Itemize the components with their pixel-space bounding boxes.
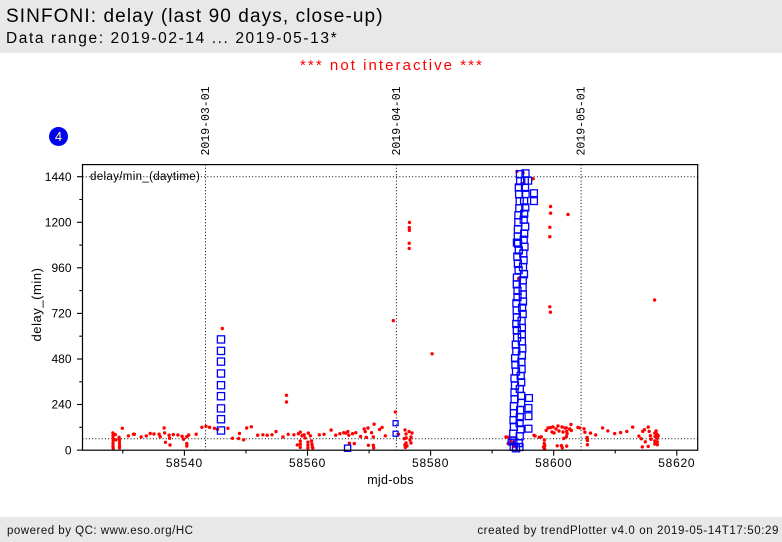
svg-text:1440: 1440 — [45, 170, 72, 184]
svg-text:1200: 1200 — [45, 216, 72, 230]
svg-text:0: 0 — [65, 443, 72, 457]
svg-text:480: 480 — [51, 352, 71, 366]
svg-text:delay_(min): delay_(min) — [29, 268, 44, 342]
svg-text:58540: 58540 — [166, 456, 203, 470]
svg-text:240: 240 — [51, 398, 71, 412]
svg-text:mjd-obs: mjd-obs — [367, 473, 414, 487]
svg-text:58560: 58560 — [289, 456, 326, 470]
svg-text:58600: 58600 — [535, 456, 572, 470]
svg-text:2019-04-01: 2019-04-01 — [391, 86, 404, 155]
svg-text:58620: 58620 — [658, 456, 695, 470]
svg-text:720: 720 — [51, 307, 71, 321]
svg-text:2019-03-01: 2019-03-01 — [200, 86, 213, 155]
svg-text:delay/min_(daytime): delay/min_(daytime) — [90, 171, 200, 183]
svg-text:2019-05-01: 2019-05-01 — [576, 86, 589, 155]
svg-text:960: 960 — [51, 261, 71, 275]
svg-text:58580: 58580 — [412, 456, 449, 470]
